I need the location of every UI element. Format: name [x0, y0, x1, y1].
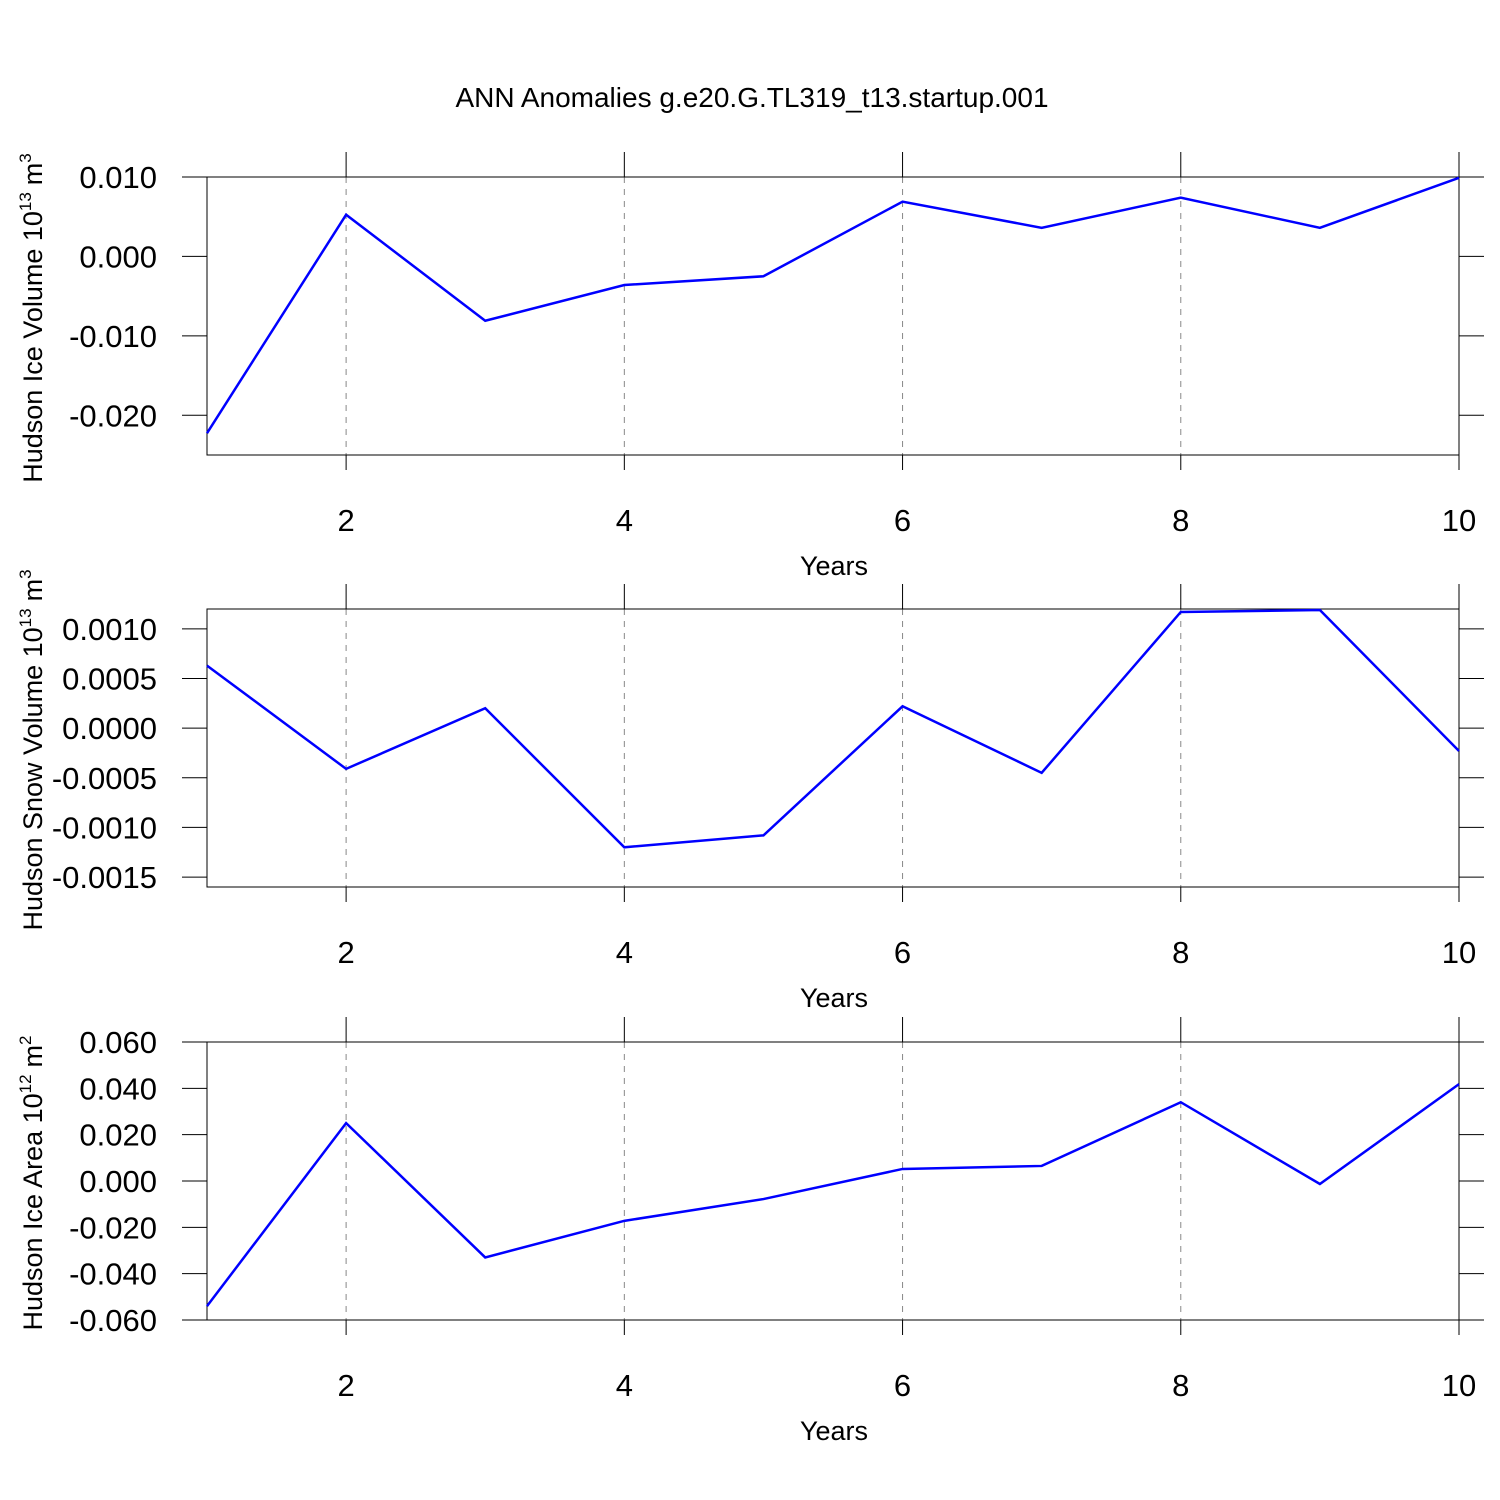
y-axis-label-exponent: 3	[16, 569, 35, 578]
y-axis-label: Hudson Ice Volume 1013 m3	[16, 153, 48, 483]
y-tick-label: -0.010	[69, 319, 157, 354]
y-axis-label-part: Hudson Ice Area 10	[18, 1093, 48, 1330]
plot-frame	[206, 176, 1460, 456]
y-tick-label: 0.020	[79, 1118, 157, 1153]
y-tick-label: -0.0005	[52, 761, 157, 796]
y-tick-label: 0.060	[79, 1025, 157, 1060]
y-axis-label: Hudson Snow Volume 1013 m3	[16, 569, 48, 930]
y-tick-label: 0.0010	[62, 612, 157, 647]
x-tick-label: 2	[337, 935, 354, 970]
x-tick-label: 6	[894, 503, 911, 538]
x-tick-label: 10	[1442, 503, 1476, 538]
x-tick-label: 4	[616, 503, 633, 538]
x-tick-label: 2	[337, 1368, 354, 1403]
x-axis-label: Years	[800, 983, 868, 1013]
y-axis-label-part: m	[18, 1045, 48, 1068]
y-tick-label: -0.0015	[52, 860, 157, 895]
panel: 2 4 6 8 10 -0.0015 -0.0010 -0.0005 0.0000 0.0005 0…	[16, 569, 1484, 1013]
y-tick-label: 0.040	[79, 1071, 157, 1106]
x-axis-label: Years	[800, 1416, 868, 1446]
y-tick-label: -0.060	[69, 1303, 157, 1338]
plot-frame	[206, 1041, 1460, 1321]
x-tick-label: 8	[1172, 503, 1189, 538]
x-tick-label: 10	[1442, 1368, 1476, 1403]
x-tick-label: 6	[894, 935, 911, 970]
x-tick-label: 10	[1442, 935, 1476, 970]
y-tick-label: 0.000	[79, 1164, 157, 1199]
y-axis-label: Hudson Ice Area 1012 m2	[16, 1035, 48, 1330]
figure-title: ANN Anomalies g.e20.G.TL319_t13.startup.…	[455, 82, 1048, 113]
y-axis-label-part: m	[18, 579, 48, 602]
data-line	[205, 176, 1460, 434]
y-axis-label-exponent: 13	[16, 192, 35, 211]
y-axis-label-exponent: 3	[16, 153, 35, 162]
data-line	[206, 1083, 1460, 1307]
data-line	[206, 608, 1460, 849]
y-axis-label-exponent: 12	[16, 1074, 35, 1093]
panel: 2 4 6 8 10 -0.060 -0.040 -0.020 0.000 0.020 0.040 0…	[16, 1017, 1484, 1446]
y-axis-label-part: m	[18, 163, 48, 186]
x-tick-label: 6	[894, 1368, 911, 1403]
x-tick-label: 8	[1172, 1368, 1189, 1403]
y-tick-label: -0.020	[69, 1210, 157, 1245]
y-tick-label: 0.010	[79, 160, 157, 195]
y-tick-label: -0.0010	[52, 810, 157, 845]
x-tick-label: 4	[616, 935, 633, 970]
y-axis-label-part: Hudson Snow Volume 10	[18, 627, 48, 930]
y-tick-label: 0.000	[79, 239, 157, 274]
plot-frame	[206, 608, 1460, 888]
y-tick-label: -0.020	[69, 398, 157, 433]
x-axis-label: Years	[800, 551, 868, 581]
y-tick-label: 0.0000	[62, 711, 157, 746]
x-tick-label: 2	[337, 503, 354, 538]
y-tick-label: -0.040	[69, 1257, 157, 1292]
y-axis-label-exponent: 2	[16, 1035, 35, 1044]
panel: 2 4 6 8 10 -0.020 -0.010 0.000 0.010 Years Hudson …	[16, 152, 1484, 581]
x-tick-label: 4	[616, 1368, 633, 1403]
x-tick-label: 8	[1172, 935, 1189, 970]
y-axis-label-exponent: 13	[16, 608, 35, 627]
y-axis-label-part: Hudson Ice Volume 10	[18, 211, 48, 483]
y-tick-label: 0.0005	[62, 662, 157, 697]
